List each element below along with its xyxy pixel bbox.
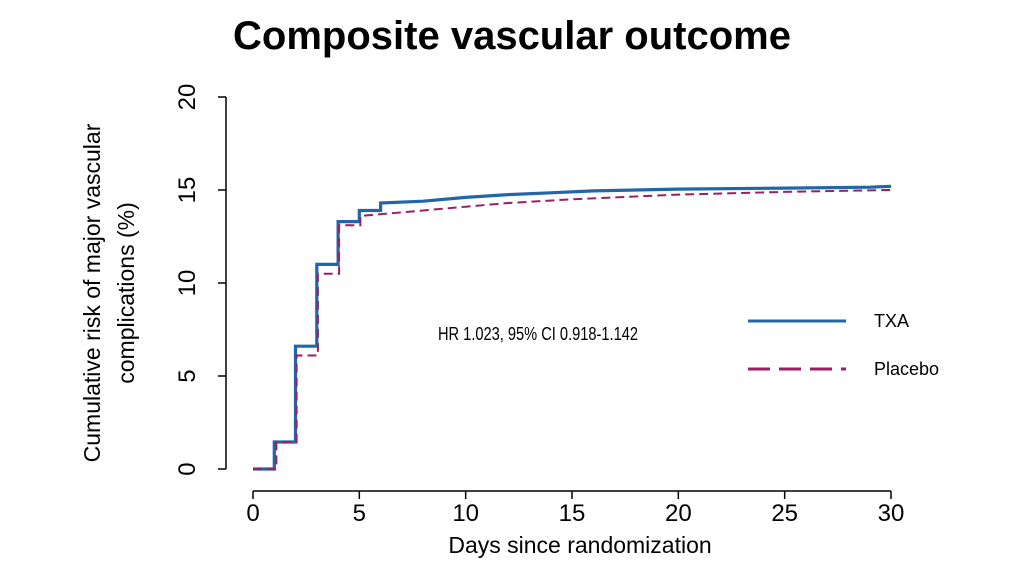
legend-label-txa: TXA [874,311,909,331]
x-tick-label: 5 [353,500,366,527]
y-tick-label: 0 [174,462,201,475]
y-axis-title-line-2: complications (%) [113,202,139,384]
y-tick-label: 5 [174,369,201,382]
y-tick-label: 15 [174,177,201,204]
hazard-ratio-annotation: HR 1.023, 95% CI 0.918-1.142 [438,324,638,344]
y-tick-label: 20 [174,84,201,111]
series-line-txa [253,184,892,471]
axes [225,97,891,492]
x-tick-label: 0 [246,500,259,527]
y-axis-title: Cumulative risk of major vascular compli… [79,123,139,462]
x-tick-label: 30 [878,500,905,527]
x-ticks: 0 5 10 15 20 25 30 [246,491,904,527]
x-tick-label: 15 [559,500,586,527]
legend-label-placebo: Placebo [874,359,939,379]
y-axis-title-line-1: Cumulative risk of major vascular [79,123,105,462]
legend: TXA Placebo [748,311,939,379]
x-axis-title: Days since randomization [448,532,711,558]
y-ticks: 0 5 10 15 20 [174,84,226,476]
chart-title: Composite vascular outcome [233,14,791,58]
y-tick-label: 10 [174,270,201,297]
x-tick-label: 10 [452,500,479,527]
series-line-placebo [253,189,892,470]
x-tick-label: 20 [665,500,692,527]
series-layer [253,184,892,471]
x-tick-label: 25 [771,500,798,527]
